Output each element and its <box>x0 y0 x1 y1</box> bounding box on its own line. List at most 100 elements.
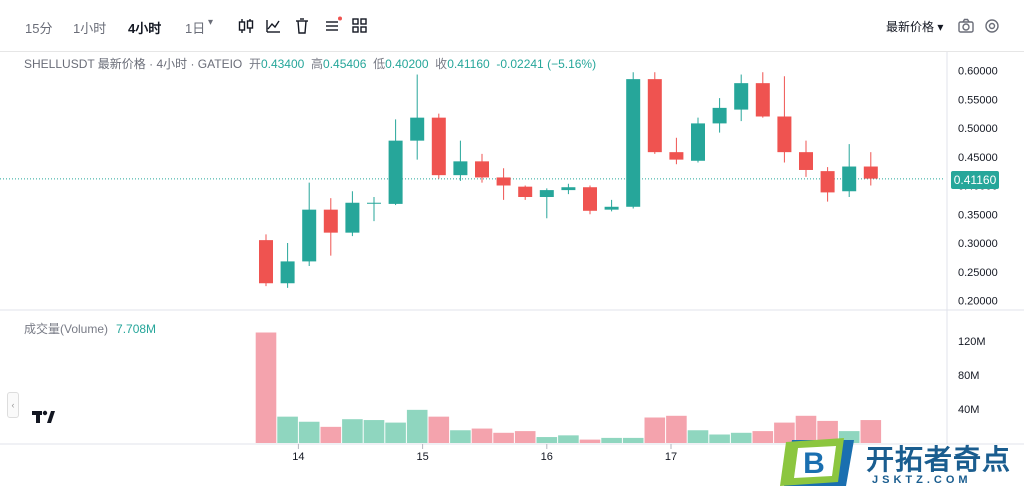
candle-body <box>583 187 597 211</box>
candle-body <box>777 116 792 153</box>
brand-watermark: B 开拓者奇点 JSKTZ.COM <box>780 436 1020 490</box>
candle-body <box>712 107 727 124</box>
candle-body <box>518 186 533 197</box>
indicator-icon[interactable] <box>263 16 283 36</box>
candle-body <box>755 83 770 117</box>
volume-bar <box>363 420 385 443</box>
price-tick-label: 0.25000 <box>958 267 998 279</box>
time-tick-label: 16 <box>541 451 553 463</box>
chart-toolbar: 15分 1小时 4小时 1日 ▾ 最新价格 ▾ <box>0 0 1024 52</box>
notification-dot-icon <box>338 16 342 21</box>
candle-body <box>626 79 641 207</box>
interval-1d[interactable]: 1日 <box>185 21 206 36</box>
brand-name: 开拓者奇点 <box>866 444 1012 475</box>
brand-url: JSKTZ.COM <box>872 474 972 486</box>
volume-bar <box>298 421 320 443</box>
volume-bar <box>774 422 795 443</box>
high-value: 0.45406 <box>323 57 367 71</box>
volume-bar <box>320 426 342 443</box>
price-type-select[interactable]: 最新价格 ▾ <box>886 20 944 34</box>
interval-dropdown-icon[interactable]: ▾ <box>208 17 214 28</box>
candle-body <box>799 152 813 170</box>
volume-bar <box>838 431 860 443</box>
open-label: 开 <box>248 57 261 71</box>
volume-tick-label: 40M <box>958 404 979 416</box>
volume-bar <box>730 432 752 443</box>
candle-body <box>259 240 273 284</box>
candlestick-type-icon[interactable] <box>236 16 256 36</box>
low-label: 低 <box>373 57 386 71</box>
volume-bar <box>471 428 493 443</box>
volume-bar <box>277 416 298 443</box>
settings-gear-icon[interactable] <box>982 16 1002 36</box>
price-tick-label: 0.20000 <box>958 296 998 308</box>
candle-body <box>561 187 576 191</box>
time-tick-label: 14 <box>292 451 304 463</box>
volume-bar <box>687 430 709 443</box>
volume-bar <box>860 420 882 443</box>
candle-body <box>388 140 403 204</box>
volume-legend: 成交量(Volume) 7.708M <box>24 320 156 337</box>
high-label: 高 <box>311 57 324 71</box>
collapse-handle[interactable]: ‹ <box>7 392 19 418</box>
volume-bar <box>514 431 536 443</box>
interval-4h[interactable]: 4小时 <box>128 21 162 36</box>
volume-bar <box>644 417 666 443</box>
volume-bar <box>622 437 644 443</box>
candle-body <box>669 152 684 160</box>
price-tick-label: 0.30000 <box>958 238 998 250</box>
candle-body <box>734 83 749 110</box>
price-tick-label: 0.60000 <box>958 66 998 78</box>
layout-grid-icon[interactable] <box>350 16 370 36</box>
interval-1h[interactable]: 1小时 <box>73 21 107 36</box>
candle-body <box>842 166 857 192</box>
candle-body <box>431 117 446 176</box>
time-tick-label: 17 <box>665 451 677 463</box>
volume-value: 7.708M <box>116 322 157 336</box>
volume-bar <box>709 434 730 443</box>
candle-body <box>496 177 511 186</box>
price-tick-label: 0.50000 <box>958 123 998 135</box>
tradingview-logo-icon[interactable] <box>30 403 58 431</box>
candle-body <box>453 161 468 176</box>
low-value: 0.40200 <box>385 57 429 71</box>
candle-body <box>410 117 425 141</box>
candle-body <box>323 209 338 233</box>
volume-bar <box>601 437 622 443</box>
candle-body <box>863 166 878 179</box>
volume-bar <box>666 415 687 443</box>
interval-15m[interactable]: 15分 <box>25 21 53 36</box>
candle-body <box>647 79 662 153</box>
candle-body <box>539 190 554 197</box>
volume-bar <box>428 416 450 443</box>
object-list-icon[interactable] <box>322 16 342 36</box>
candle-body <box>691 123 705 161</box>
camera-icon[interactable] <box>956 16 976 36</box>
price-tick-label: 0.45000 <box>958 152 998 164</box>
volume-bar <box>450 430 471 443</box>
candle-body <box>475 161 489 178</box>
volume-label: 成交量(Volume) <box>24 322 109 336</box>
volume-tick-label: 120M <box>958 336 986 348</box>
volume-bar <box>255 332 277 443</box>
symbol-label: SHELLUSDT 最新价格 · 4小时 · GATEIO <box>24 57 243 71</box>
volume-bar <box>342 419 363 443</box>
price-type-label: 最新价格 <box>886 20 935 34</box>
change-value: -0.02241 (−5.16%) <box>496 57 597 71</box>
brand-logo-icon: B <box>780 438 854 486</box>
price-tick-label: 0.35000 <box>958 209 998 221</box>
time-tick-label: 15 <box>416 451 428 463</box>
brand-logo-letter: B <box>803 447 825 480</box>
close-label: 收 <box>435 57 448 71</box>
volume-bar <box>558 435 579 443</box>
volume-bar <box>817 420 838 443</box>
last-price-tag: 0.41160 <box>951 171 999 189</box>
close-value: 0.41160 <box>447 57 490 71</box>
candlestick-chart[interactable]: 0.600000.550000.500000.450000.400000.350… <box>0 52 1024 494</box>
volume-bar <box>752 431 774 443</box>
volume-bar <box>493 432 514 443</box>
delete-icon[interactable] <box>292 16 312 36</box>
price-legend: SHELLUSDT 最新价格 · 4小时 · GATEIO 开0.43400 高… <box>24 55 596 72</box>
candle-body <box>345 202 360 233</box>
volume-bar <box>795 415 817 443</box>
